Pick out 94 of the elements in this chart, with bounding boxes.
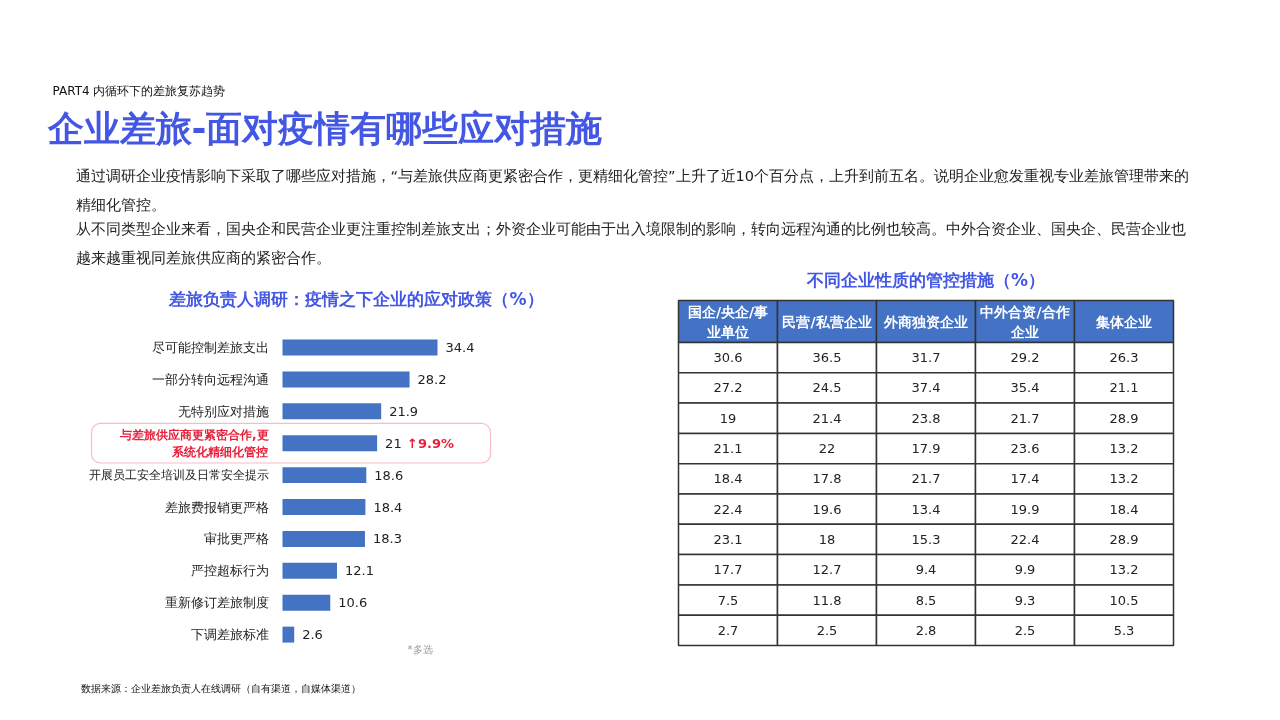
data-label: 17.8 [812, 471, 842, 487]
y-tick-label: 差旅费报销更严格 [164, 499, 269, 515]
y-tick-label: 一部分转向远程沟通 [151, 371, 269, 387]
data-label: 21.4 [812, 410, 842, 426]
data-label: 9.9 [1014, 562, 1036, 578]
y-tick-label: 下调差旅标准 [190, 627, 269, 643]
data-label: 23.8 [911, 410, 941, 426]
y-tick-label: 重新修订差旅制度 [164, 595, 269, 611]
data-label: 18.6 [374, 467, 404, 483]
annotation: *多选 [407, 644, 433, 656]
data-label: 21.7 [1010, 410, 1040, 426]
data-label: 26.3 [1109, 350, 1139, 366]
annotation: ↑9.9% [407, 435, 455, 451]
bar [282, 626, 295, 643]
data-label: 12.1 [345, 563, 374, 579]
data-label: 17.4 [1010, 471, 1040, 487]
data-label: 2.6 [302, 627, 323, 643]
data-label: 2.8 [915, 622, 937, 638]
data-label: 13.4 [911, 501, 941, 517]
bar [282, 435, 378, 452]
data-label: 18.4 [373, 499, 403, 515]
text: 通过调研企业疫情影响下采取了哪些应对措施，“与差旅供应商更紧密合作，更精细化管控”上升了近10个百分点，上升到前五名。说明企业愈发重视专业差旅管理带来的精细化管控。 [75, 168, 1189, 213]
data-label: 23.1 [713, 531, 743, 547]
text: 从不同类型企业来看，国央企和民营企业更注重控制差旅支出；外资企业可能由于出入境限制的影响，转向远程沟通的比例也较高。中外合资企业、国央企、民营企业也越来越重视同差旅供应商的紧密合作。 [75, 221, 1186, 266]
data-label: 2.5 [816, 622, 838, 638]
chart-title: 差旅负责人调研：疫情之下企业的应对政策（%） [168, 288, 544, 309]
x-tick-label: 中外合资/合作企业 [980, 303, 1070, 340]
data-label: 31.7 [911, 350, 941, 366]
y-tick-label: 无特别应对措施 [177, 403, 269, 419]
chart-title: 不同企业性质的管控措施（%） [805, 269, 1046, 290]
bar [282, 562, 338, 579]
bar [282, 499, 366, 515]
data-label: 35.4 [1010, 380, 1040, 396]
data-label: 9.4 [915, 562, 937, 578]
data-label: 13.2 [1109, 441, 1139, 457]
data-label: 21.1 [1109, 380, 1139, 396]
text: 企业差旅-面对疫情有哪些应对措施 [46, 108, 603, 149]
data-label: 36.5 [812, 350, 842, 366]
bar [282, 339, 438, 356]
data-label: 17.9 [911, 441, 941, 457]
y-tick-label: 与差旅供应商更紧密合作,更系统化精细化管控 [118, 427, 269, 459]
data-label: 30.6 [713, 350, 743, 366]
data-label: 22 [818, 441, 836, 457]
bar [282, 530, 365, 547]
data-label: 10.6 [338, 595, 368, 611]
data-label: 23.6 [1010, 441, 1040, 457]
y-tick-label: 审批更严格 [203, 531, 269, 547]
data-label: 29.2 [1010, 350, 1040, 366]
data-label: 18 [818, 531, 836, 547]
x-tick-label: 外商独资企业 [883, 313, 968, 330]
bar [282, 594, 331, 611]
source-note: 数据来源：企业差旅负责人在线调研（自有渠道，自媒体渠道） [80, 683, 361, 695]
data-label: 5.3 [1113, 622, 1135, 638]
data-label: 37.4 [911, 380, 941, 396]
bar [282, 467, 367, 484]
data-label: 21.1 [713, 441, 743, 457]
data-label: 19.6 [812, 501, 842, 517]
data-label: 9.3 [1014, 592, 1036, 608]
data-label: 21.7 [911, 471, 941, 487]
data-label: 34.4 [445, 340, 475, 355]
x-tick-label: 集体企业 [1095, 313, 1152, 330]
data-label: 17.7 [713, 562, 743, 578]
data-label: 24.5 [812, 380, 842, 396]
y-tick-label: 尽可能控制差旅支出 [151, 340, 269, 355]
data-label: 28.9 [1109, 531, 1139, 547]
data-label: 15.3 [911, 531, 941, 547]
data-label: 8.5 [915, 592, 937, 608]
text: PART4 内循环下的差旅复苏趋势 [52, 83, 226, 98]
data-label: 12.7 [812, 562, 842, 578]
data-label: 11.8 [812, 592, 842, 608]
data-label: 7.5 [717, 592, 739, 608]
data-label: 13.2 [1109, 562, 1139, 578]
bar [282, 403, 382, 420]
x-tick-label: 民营/私营企业 [782, 313, 872, 330]
data-label: 21 [385, 435, 402, 451]
data-label: 18.3 [372, 531, 402, 547]
data-label: 19 [719, 410, 737, 426]
data-label: 19.9 [1010, 501, 1040, 517]
y-tick-label: 严控超标行为 [190, 563, 269, 579]
data-label: 13.2 [1109, 471, 1139, 487]
data-label: 28.2 [417, 371, 447, 387]
bar [282, 371, 410, 388]
data-label: 22.4 [713, 501, 743, 517]
data-label: 21.9 [389, 403, 419, 419]
data-label: 10.5 [1109, 592, 1139, 608]
data-label: 18.4 [713, 471, 743, 487]
data-label: 28.9 [1109, 410, 1139, 426]
data-label: 18.4 [1109, 501, 1139, 517]
data-label: 2.7 [717, 622, 739, 638]
y-tick-label: 开展员工安全培训及日常安全提示 [88, 468, 269, 483]
data-label: 22.4 [1010, 531, 1040, 547]
x-tick-label: 国企/央企/事业单位 [687, 303, 769, 340]
data-label: 2.5 [1014, 622, 1036, 638]
data-label: 27.2 [713, 380, 743, 396]
